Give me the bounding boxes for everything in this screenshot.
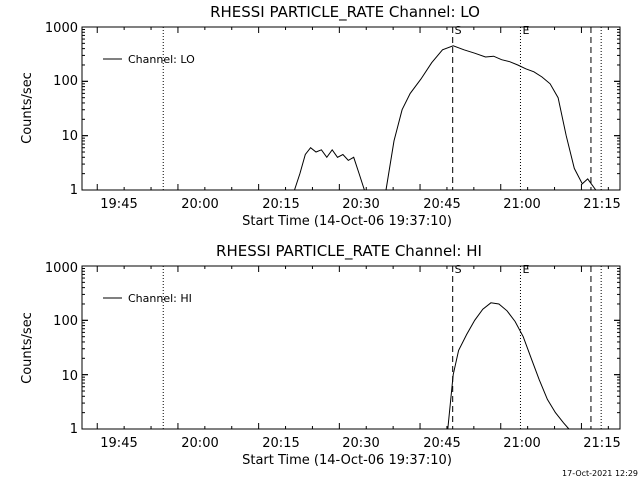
x-tick-label: 21:15 [583, 197, 620, 212]
panel-hi: RHESSI PARTICLE_RATE Channel: HI 1000 10… [20, 242, 621, 468]
x-tick-label: 21:00 [503, 436, 540, 451]
x-axis-label: Start Time (14-Oct-06 19:37:10) [242, 214, 452, 229]
x-tick-label: 20:00 [181, 197, 218, 212]
marker-label: E [522, 24, 529, 37]
legend: Channel: LO [103, 53, 195, 66]
y-axis-label: Counts/sec [20, 72, 35, 144]
chart-title: RHESSI PARTICLE_RATE Channel: LO [210, 3, 480, 22]
x-tick-label: 20:45 [423, 436, 460, 451]
x-tick-label: 19:45 [100, 436, 137, 451]
legend-entry: Channel: LO [128, 53, 195, 66]
x-tick-label: 19:45 [100, 197, 137, 212]
series-lines [447, 302, 570, 430]
legend: Channel: HI [103, 292, 192, 305]
y-tick-label: 1000 [45, 21, 78, 36]
y-tick-label: 100 [53, 74, 78, 89]
y-tick-label: 1 [70, 422, 78, 437]
marker-label: E [522, 263, 529, 276]
panel-lo: RHESSI PARTICLE_RATE Channel: LO 1000 10… [20, 3, 621, 229]
y-axis: 1000 100 10 1 Counts/sec [20, 261, 78, 437]
x-axis: 19:45 20:00 20:15 20:30 20:45 21:00 21:1… [100, 436, 620, 468]
y-tick-label: 1000 [45, 261, 78, 276]
y-axis: 1000 100 10 1 Counts/sec [20, 21, 78, 198]
x-tick-label: 20:15 [262, 197, 299, 212]
x-tick-label: 20:15 [262, 436, 299, 451]
x-tick-label: 21:15 [583, 436, 620, 451]
y-tick-label: 1 [70, 183, 78, 198]
y-axis-label: Counts/sec [20, 312, 35, 384]
x-tick-label: 20:45 [423, 197, 460, 212]
marker-label: S [455, 263, 462, 276]
axis-ticks [82, 265, 620, 430]
y-tick-label: 100 [53, 314, 78, 329]
x-tick-label: 20:30 [342, 436, 379, 451]
series-line [294, 45, 597, 191]
axis-ticks [82, 26, 620, 191]
chart-title: RHESSI PARTICLE_RATE Channel: HI [216, 242, 482, 261]
plot-frame [81, 265, 621, 430]
x-axis-label: Start Time (14-Oct-06 19:37:10) [242, 453, 452, 468]
series-lines [294, 45, 597, 191]
y-tick-label: 10 [61, 129, 78, 144]
x-tick-label: 21:00 [503, 197, 540, 212]
x-tick-label: 20:30 [342, 197, 379, 212]
x-tick-label: 20:00 [181, 436, 218, 451]
timestamp-footer: 17-Oct-2021 12:29 [562, 469, 638, 478]
x-axis: 19:45 20:00 20:15 20:30 20:45 21:00 21:1… [100, 197, 620, 229]
marker-label: S [455, 24, 462, 37]
y-tick-label: 10 [61, 369, 78, 384]
plot-frame [81, 26, 621, 191]
legend-entry: Channel: HI [128, 292, 192, 305]
series-line [447, 302, 570, 430]
